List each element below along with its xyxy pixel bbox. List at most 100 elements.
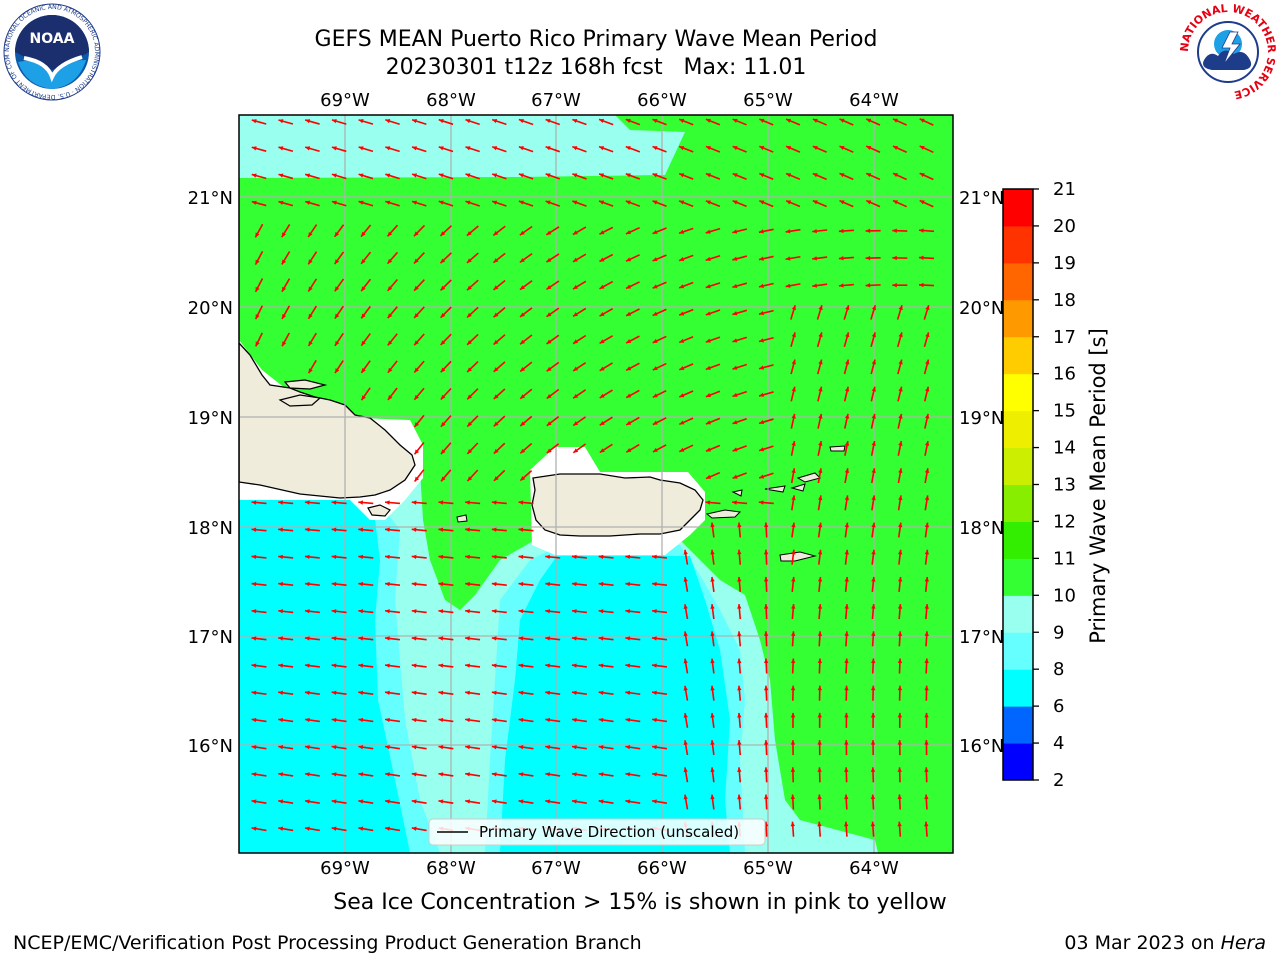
- wave-arrow: [844, 604, 849, 620]
- wave-arrow: [466, 469, 479, 482]
- wave-arrow: [598, 173, 614, 180]
- wave-arrow: [678, 336, 694, 344]
- wave-arrow: [843, 359, 850, 375]
- wave-arrow: [919, 118, 934, 126]
- wave-arrow: [817, 522, 823, 538]
- wave-arrow: [759, 145, 774, 153]
- lon-labels-top: 69°W 68°W 67°W 66°W 65°W 64°W: [320, 90, 899, 111]
- wave-arrow: [652, 118, 667, 126]
- wave-arrow: [924, 821, 929, 837]
- wave-arrow: [871, 631, 876, 647]
- wave-arrow: [896, 304, 903, 320]
- lat-label-right: 21°N: [959, 188, 1004, 209]
- wave-arrow: [466, 252, 479, 264]
- lat-label-left: 20°N: [188, 298, 233, 319]
- wave-arrow: [331, 554, 347, 560]
- wave-arrow: [923, 304, 930, 320]
- wave-arrow: [763, 604, 769, 620]
- wave-arrow: [331, 745, 347, 750]
- wave-arrow: [710, 794, 715, 810]
- wave-arrow: [651, 717, 668, 723]
- wave-arrow: [255, 332, 263, 347]
- wave-arrow: [466, 442, 479, 455]
- wave-arrow: [844, 631, 849, 647]
- wave-arrow: [732, 390, 747, 398]
- wave-arrow: [251, 500, 267, 505]
- wave-arrow: [331, 717, 347, 723]
- wave-arrow: [812, 145, 827, 153]
- wave-arrow: [625, 254, 640, 262]
- wave-arrow: [817, 576, 823, 592]
- wave-arrow: [625, 443, 640, 453]
- wave-arrow: [870, 413, 876, 429]
- wave-arrow: [838, 283, 854, 288]
- wave-arrow: [465, 554, 481, 560]
- wave-arrow: [924, 712, 929, 728]
- wave-arrow: [438, 581, 454, 587]
- wave-arrow: [678, 118, 694, 126]
- wave-arrow: [304, 119, 320, 125]
- wave-arrow: [572, 145, 587, 153]
- wave-arrow: [924, 468, 930, 484]
- wave-arrow: [519, 334, 533, 345]
- wave-arrow: [358, 663, 374, 668]
- wave-arrow: [278, 527, 294, 532]
- wave-arrow: [732, 445, 747, 452]
- wave-arrow: [545, 609, 561, 614]
- wave-arrow: [625, 717, 641, 723]
- wave-arrow: [360, 360, 371, 374]
- wave-arrow: [278, 119, 294, 125]
- colorbar-tick-label: 21: [1053, 179, 1076, 200]
- wave-arrow: [812, 172, 827, 181]
- wave-arrow: [491, 772, 507, 777]
- wave-arrow: [571, 717, 587, 723]
- wave-arrow: [844, 495, 850, 511]
- wave-arrow: [865, 172, 881, 181]
- wave-arrow: [304, 173, 320, 180]
- wave-arrow: [491, 581, 507, 587]
- wave-arrow: [571, 663, 587, 668]
- wave-arrow: [440, 360, 452, 373]
- wave-arrow: [281, 223, 291, 238]
- wave-arrow: [278, 554, 294, 560]
- wave-arrow: [790, 767, 796, 783]
- wave-arrow: [732, 417, 747, 425]
- wave-arrow: [924, 576, 929, 592]
- wave-arrow: [651, 772, 668, 777]
- wave-arrow: [683, 631, 689, 647]
- wave-arrow: [518, 609, 534, 614]
- wave-arrow: [896, 332, 903, 348]
- wave-arrow: [465, 173, 480, 180]
- wave-arrow: [545, 173, 561, 180]
- wave-arrow: [737, 685, 742, 701]
- wave-arrow: [304, 200, 320, 207]
- lon-label-top: 66°W: [637, 90, 687, 111]
- wave-arrow: [870, 359, 876, 375]
- wave-arrow: [438, 173, 454, 180]
- wave-arrow: [331, 826, 347, 832]
- wave-arrow: [791, 631, 796, 647]
- wave-arrow: [491, 200, 507, 207]
- legend-label: Primary Wave Direction (unscaled): [479, 823, 739, 841]
- wave-arrow: [924, 440, 930, 456]
- wave-arrow: [546, 280, 560, 291]
- wave-arrow: [466, 225, 479, 237]
- wave-arrow: [571, 799, 587, 804]
- wave-arrow: [278, 609, 294, 614]
- wave-arrow: [758, 364, 774, 370]
- sea-ice-note: Sea Ice Concentration > 15% is shown in …: [0, 890, 1280, 915]
- wave-arrow: [278, 717, 294, 723]
- wave-arrow: [545, 663, 561, 668]
- wave-arrow: [817, 631, 823, 647]
- wave-arrow: [763, 794, 769, 810]
- wave-arrow: [331, 690, 347, 695]
- wave-arrow: [465, 527, 481, 532]
- wave-arrow: [304, 799, 320, 804]
- wave-arrow: [331, 609, 347, 614]
- wave-arrow: [545, 717, 561, 723]
- wave-arrow: [924, 658, 929, 674]
- colorbar-tick-label: 19: [1053, 253, 1076, 274]
- colorbar-tick-label: 9: [1053, 622, 1064, 643]
- wave-arrow: [304, 527, 320, 532]
- wave-arrow: [625, 145, 641, 153]
